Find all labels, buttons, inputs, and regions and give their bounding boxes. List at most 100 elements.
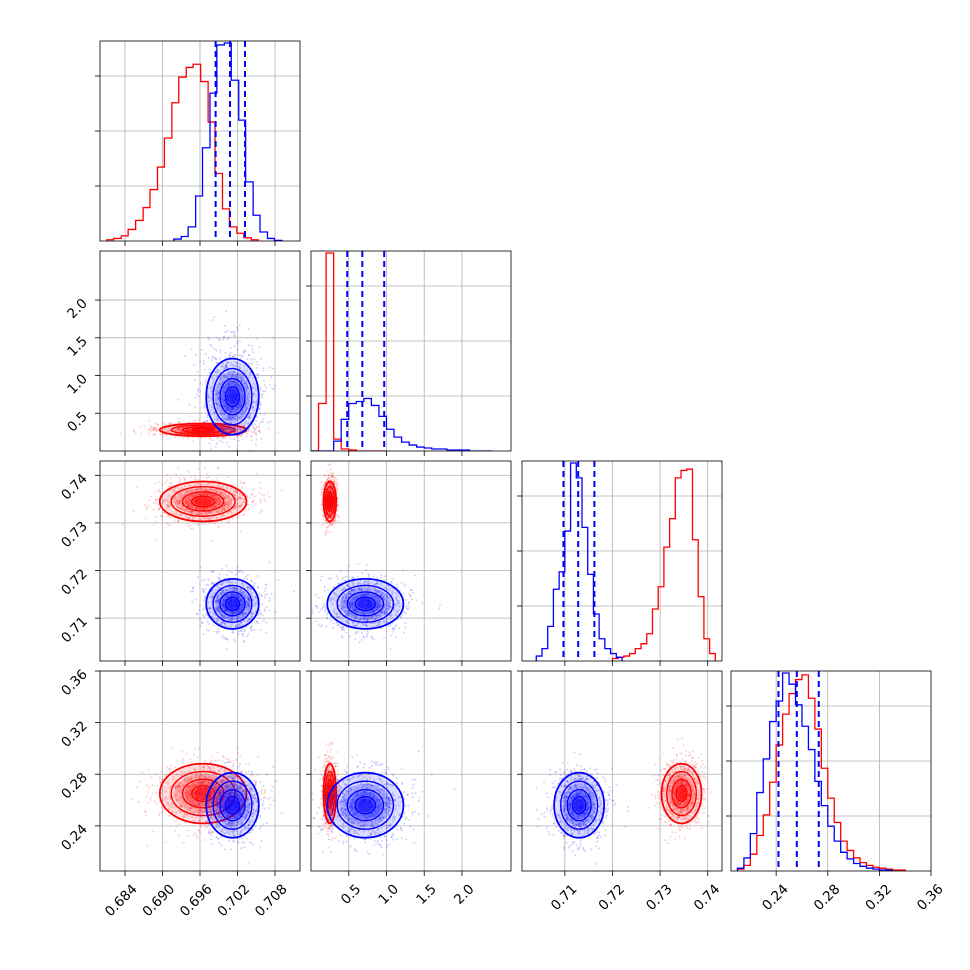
scatter-blue <box>265 386 268 389</box>
scatter-blue <box>196 393 198 396</box>
scatter-blue <box>372 596 374 598</box>
scatter-blue <box>232 407 235 410</box>
scatter-red <box>259 498 262 501</box>
scatter-red <box>214 429 217 432</box>
scatter-blue <box>348 592 351 595</box>
scatter-blue <box>229 411 232 413</box>
scatter-blue <box>241 603 244 606</box>
scatter-blue <box>224 418 227 421</box>
scatter-blue <box>239 609 242 612</box>
scatter-blue <box>212 570 214 573</box>
scatter-blue <box>245 406 248 409</box>
scatter-blue <box>257 373 260 376</box>
scatter-blue <box>353 608 356 611</box>
scatter-blue <box>238 404 241 407</box>
scatter-blue <box>252 392 255 395</box>
scatter-blue <box>263 593 266 596</box>
scatter-blue <box>224 382 227 385</box>
scatter-blue <box>247 618 250 621</box>
scatter-blue <box>214 357 217 359</box>
scatter-red <box>204 489 207 492</box>
scatter-blue <box>407 607 410 610</box>
scatter-red <box>150 430 153 433</box>
scatter-red <box>201 487 204 490</box>
scatter-red <box>225 428 228 431</box>
scatter-blue <box>232 334 235 337</box>
contour-blue <box>205 577 260 630</box>
scatter-red <box>219 493 222 495</box>
scatter-red <box>160 514 163 517</box>
scatter-blue <box>353 588 355 591</box>
scatter-red <box>337 515 340 518</box>
scatter-red <box>259 431 262 434</box>
scatter-blue <box>378 599 381 602</box>
scatter-red <box>190 495 193 498</box>
scatter-blue <box>243 369 245 372</box>
scatter-red <box>151 426 153 429</box>
scatter-red <box>214 498 217 500</box>
scatter-red <box>243 513 246 516</box>
scatter-red <box>216 516 219 519</box>
scatter-blue <box>216 362 219 365</box>
scatter-red <box>335 482 338 485</box>
scatter-blue <box>218 404 221 407</box>
scatter-blue <box>352 589 355 591</box>
scatter-blue <box>214 393 217 395</box>
scatter-blue <box>248 587 251 590</box>
scatter-blue <box>242 354 244 357</box>
scatter-blue <box>215 617 218 620</box>
contour-red <box>181 426 225 434</box>
scatter-blue <box>196 575 199 578</box>
scatter-blue <box>215 589 217 592</box>
scatter-blue <box>201 587 204 590</box>
scatter-red <box>154 427 157 430</box>
scatter-red <box>236 428 239 431</box>
scatter-blue <box>199 619 201 622</box>
scatter-red <box>280 489 283 492</box>
scatter-blue <box>203 607 206 610</box>
scatter-blue <box>238 608 241 610</box>
scatter-blue <box>231 611 233 613</box>
scatter-red <box>160 501 163 504</box>
scatter-blue <box>253 429 256 432</box>
scatter-blue <box>235 406 238 409</box>
scatter-blue <box>226 427 229 430</box>
scatter-red <box>250 430 253 433</box>
scatter-red <box>188 484 190 487</box>
y-tick-label: 0.71 <box>58 614 91 647</box>
scatter-red <box>328 513 331 516</box>
scatter-red <box>251 431 254 434</box>
scatter-red <box>197 487 200 490</box>
scatter-blue <box>233 427 236 430</box>
scatter-blue <box>212 595 215 598</box>
scatter-blue <box>225 404 228 407</box>
scatter-red <box>228 429 231 432</box>
scatter-blue <box>192 587 195 590</box>
scatter-blue <box>259 613 262 616</box>
scatter-blue <box>224 366 227 369</box>
scatter-red <box>187 428 190 431</box>
scatter-blue <box>398 627 401 630</box>
scatter-red <box>194 475 197 478</box>
scatter-red <box>337 504 340 507</box>
scatter-blue <box>385 607 388 610</box>
scatter-blue <box>346 620 348 622</box>
scatter-blue <box>246 358 249 361</box>
scatter-red <box>320 491 323 494</box>
scatter-blue <box>216 602 219 605</box>
scatter-red <box>236 427 239 430</box>
scatter-red <box>207 494 210 497</box>
scatter-blue <box>252 603 255 606</box>
scatter-red <box>188 501 190 504</box>
scatter-red <box>236 491 238 494</box>
scatter-red <box>328 507 331 510</box>
scatter-red <box>154 498 157 501</box>
scatter-red <box>328 493 331 496</box>
scatter-red <box>187 437 190 440</box>
scatter-blue <box>302 615 304 617</box>
histogram-panel-0 <box>95 40 301 246</box>
contour-red <box>326 491 334 512</box>
scatter-blue <box>385 601 388 604</box>
scatter-blue <box>231 373 234 376</box>
scatter-blue <box>216 630 219 633</box>
